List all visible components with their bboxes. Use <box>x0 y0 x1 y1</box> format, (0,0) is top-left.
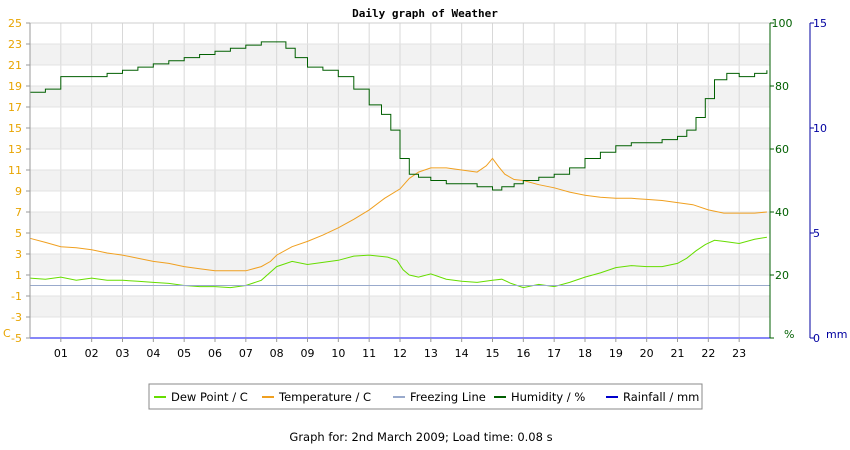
x-tick-label: 04 <box>146 347 160 360</box>
humidity-tick-label: 100 <box>772 17 793 30</box>
y-tick-label: 15 <box>8 122 22 135</box>
x-tick-label: 06 <box>208 347 222 360</box>
x-tick-label: 17 <box>547 347 561 360</box>
rainfall-tick-label: 15 <box>813 17 827 30</box>
x-tick-label: 15 <box>486 347 500 360</box>
x-tick-label: 02 <box>85 347 99 360</box>
x-tick-label: 08 <box>270 347 284 360</box>
y-tick-label: 21 <box>8 59 22 72</box>
x-tick-label: 01 <box>54 347 68 360</box>
humidity-tick-label: 80 <box>775 80 789 93</box>
y-tick-label: 5 <box>15 227 22 240</box>
humidity-axis-unit: % <box>784 328 794 341</box>
x-tick-label: 05 <box>177 347 191 360</box>
chart-title: Daily graph of Weather <box>352 7 498 20</box>
rainfall-tick-label: 10 <box>813 122 827 135</box>
x-tick-label: 12 <box>393 347 407 360</box>
humidity-tick-label: 20 <box>775 269 789 282</box>
x-tick-label: 11 <box>362 347 376 360</box>
rainfall-tick-label: 5 <box>813 227 820 240</box>
x-tick-label: 19 <box>609 347 623 360</box>
y-tick-label: 1 <box>15 269 22 282</box>
x-tick-label: 14 <box>455 347 469 360</box>
legend-label-rainfall-mm: Rainfall / mm <box>623 390 699 404</box>
humidity-line <box>30 41 768 191</box>
x-tick-label: 03 <box>116 347 130 360</box>
y-tick-label: 13 <box>8 143 22 156</box>
y-tick-label: 25 <box>8 17 22 30</box>
x-tick-label: 23 <box>732 347 746 360</box>
x-tick-label: 22 <box>701 347 715 360</box>
footer-text: Graph for: 2nd March 2009; Load time: 0.… <box>289 430 552 444</box>
legend-label-humidity: Humidity / % <box>511 390 585 404</box>
y-tick-label: 9 <box>15 185 22 198</box>
y-tick-label: 11 <box>8 164 22 177</box>
x-tick-label: 10 <box>331 347 345 360</box>
rainfall-tick-label: 0 <box>813 332 820 345</box>
y-tick-label: 23 <box>8 38 22 51</box>
x-tick-label: 09 <box>301 347 315 360</box>
x-tick-label: 07 <box>239 347 253 360</box>
x-tick-label: 20 <box>640 347 654 360</box>
legend-label-temperature-c: Temperature / C <box>278 390 371 404</box>
left-axis-unit: C <box>3 327 11 340</box>
x-tick-label: 18 <box>578 347 592 360</box>
y-tick-label: -1 <box>11 290 22 303</box>
x-tick-label: 13 <box>424 347 438 360</box>
x-tick-label: 21 <box>671 347 685 360</box>
legend-label-dew-point-c: Dew Point / C <box>171 390 248 404</box>
humidity-tick-label: 60 <box>775 143 789 156</box>
x-tick-label: 16 <box>516 347 530 360</box>
humidity-tick-label: 40 <box>775 206 789 219</box>
y-tick-label: -5 <box>11 332 22 345</box>
y-tick-label: 3 <box>15 248 22 261</box>
y-tick-label: 7 <box>15 206 22 219</box>
legend-label-freezing-line: Freezing Line <box>410 390 486 404</box>
y-tick-label: 19 <box>8 80 22 93</box>
temperature-c-line <box>29 157 767 272</box>
legend: Dew Point / C Temperature / C Freezing Lin… <box>148 383 703 410</box>
y-tick-label: 17 <box>8 101 22 114</box>
dew-point-c-line <box>29 236 767 289</box>
rainfall-axis-unit: mm <box>826 328 847 341</box>
y-tick-label: -3 <box>11 311 22 324</box>
axes: -5-3-1135791113151719212325C20406080100%… <box>3 17 847 360</box>
